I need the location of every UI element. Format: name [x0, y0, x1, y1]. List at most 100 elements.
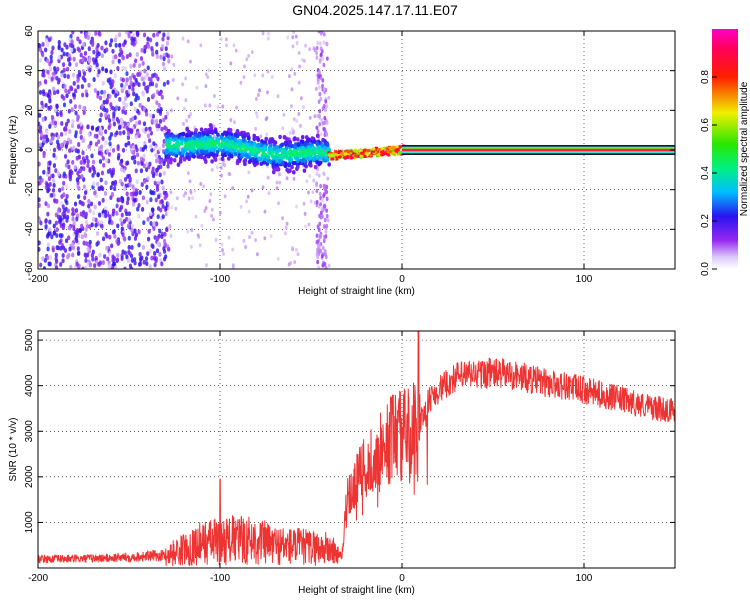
- spec-noise-mark: [128, 182, 132, 188]
- spec-haze-mark: [167, 206, 170, 211]
- spec-noise-mark: [39, 262, 43, 268]
- spec-noise-mark: [130, 128, 134, 134]
- spec-noise-mark: [145, 199, 149, 205]
- spec-noise-mark: [54, 220, 59, 226]
- spec-noise-mark: [74, 148, 78, 153]
- spec-haze-mark: [276, 256, 280, 261]
- spec-haze-mark: [295, 41, 299, 46]
- spec-noise-mark: [127, 211, 131, 217]
- spec-haze-mark: [190, 228, 194, 233]
- spec-stripe-mark: [321, 245, 325, 251]
- spec-tick-label-y: 20: [24, 104, 35, 116]
- spec-signal-mark: [252, 160, 256, 165]
- spec-signal-mark: [271, 162, 275, 168]
- spec-haze-mark: [212, 124, 216, 129]
- spec-haze-mark: [239, 80, 243, 85]
- snr-tick-label-x: 0: [399, 573, 405, 584]
- spec-transition-mark: [333, 150, 338, 154]
- spec-signal-mark: [167, 128, 171, 134]
- spec-noise-mark: [155, 49, 159, 55]
- spec-signal-mark: [280, 149, 285, 154]
- spec-noise-mark: [90, 125, 95, 131]
- spec-noise-mark: [82, 105, 86, 111]
- spec-signal-mark: [199, 127, 204, 132]
- spec-noise-mark: [160, 179, 164, 185]
- spec-signal-mark: [327, 162, 331, 167]
- spec-noise-mark: [75, 155, 79, 161]
- spec-noise-mark: [76, 194, 81, 200]
- spec-noise-mark: [76, 246, 80, 252]
- spec-transition-mark: [343, 156, 348, 160]
- spec-noise-mark: [54, 265, 59, 269]
- spec-noise-mark: [120, 50, 124, 56]
- spec-noise-mark: [134, 188, 139, 194]
- spec-noise-mark: [128, 263, 133, 269]
- spec-noise-mark: [150, 169, 155, 175]
- spec-tick-label-y: 60: [24, 25, 35, 37]
- spec-noise-mark: [49, 54, 53, 60]
- spec-haze-mark: [170, 54, 174, 59]
- spec-noise-mark: [104, 213, 108, 219]
- spec-stripe-mark: [321, 78, 325, 83]
- spec-noise-mark: [71, 31, 75, 35]
- spec-noise-mark: [61, 204, 65, 210]
- spec-signal-mark: [184, 137, 188, 142]
- spec-signal-mark: [290, 143, 294, 149]
- spec-noise-mark: [120, 88, 124, 94]
- spec-signal-mark: [278, 134, 282, 140]
- spec-noise-mark: [68, 129, 72, 134]
- spec-noise-mark: [110, 243, 114, 249]
- spec-signal-mark: [200, 136, 205, 142]
- spec-noise-mark: [161, 143, 166, 149]
- spec-noise-mark: [60, 47, 64, 53]
- colorbar-tick-label: 0.8: [700, 70, 711, 84]
- spec-transition-mark: [371, 147, 376, 151]
- spec-noise-mark: [81, 42, 86, 48]
- spec-haze-mark: [174, 206, 178, 211]
- spec-noise-mark: [58, 240, 62, 245]
- spec-signal-mark: [185, 133, 190, 138]
- spec-noise-mark: [46, 69, 50, 75]
- spec-haze-mark: [212, 217, 215, 222]
- spec-noise-mark: [152, 221, 156, 227]
- spec-noise-mark: [123, 266, 127, 269]
- spec-transition-mark: [398, 144, 403, 149]
- spec-noise-mark: [117, 32, 122, 38]
- spec-noise-mark: [53, 90, 57, 96]
- spec-noise-mark: [135, 179, 139, 185]
- spec-noise-mark: [118, 197, 122, 203]
- spec-signal-mark: [241, 138, 246, 143]
- spec-noise-mark: [97, 69, 101, 75]
- spec-noise-mark: [51, 120, 55, 126]
- spec-noise-mark: [100, 144, 104, 150]
- spec-noise-mark: [68, 225, 72, 231]
- spec-stripe-mark: [321, 197, 324, 203]
- spec-haze-mark: [302, 201, 306, 206]
- spec-noise-mark: [97, 150, 101, 156]
- spec-noise-mark: [64, 162, 69, 168]
- spec-noise-mark: [166, 35, 170, 41]
- spec-noise-mark: [127, 31, 131, 37]
- spec-signal-mark: [260, 153, 265, 158]
- spec-noise-mark: [163, 256, 167, 262]
- spec-noise-mark: [87, 46, 91, 52]
- spec-noise-mark: [143, 44, 147, 50]
- spec-noise-mark: [51, 135, 55, 141]
- snr-tick-label-y: 4000: [24, 374, 35, 397]
- spec-signal-mark: [220, 156, 225, 162]
- spec-haze-mark: [304, 224, 308, 229]
- spec-noise-mark: [145, 111, 149, 117]
- spec-signal-mark: [317, 145, 321, 150]
- spec-noise-mark: [121, 55, 126, 61]
- spec-haze-mark: [253, 73, 257, 78]
- spec-transition-mark: [394, 145, 399, 149]
- colorbar-tick-label: 0.6: [700, 118, 711, 132]
- spec-noise-mark: [110, 192, 114, 197]
- spec-noise-mark: [70, 47, 74, 53]
- spec-stripe-mark: [315, 50, 319, 56]
- spec-haze-mark: [244, 245, 247, 250]
- spec-haze-mark: [297, 80, 301, 85]
- spec-noise-mark: [160, 126, 164, 132]
- spec-noise-mark: [105, 245, 109, 251]
- spec-noise-mark: [86, 252, 90, 258]
